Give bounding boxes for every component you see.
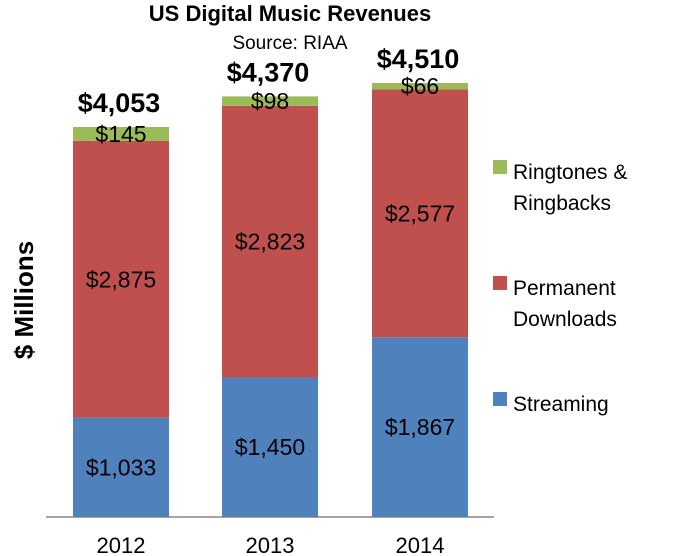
total-label-2012: $4,053 [78, 88, 161, 118]
legend-label-ringtones: Ringtones & [513, 161, 627, 184]
x-tick-2014: 2014 [396, 533, 445, 556]
bar-2014-downloads [372, 89, 468, 338]
bars-group [73, 83, 468, 517]
bar-2014-streaming [372, 337, 468, 517]
legend-label-downloads: Downloads [513, 308, 617, 331]
bar-2013-ringtones [222, 96, 318, 106]
x-tick-2013: 2013 [246, 533, 295, 556]
chart-title: US Digital Music Revenues [149, 1, 431, 26]
bar-2014-ringtones [372, 83, 468, 90]
data-label-2014-ringtones: $66 [401, 73, 439, 99]
data-label-2012-downloads: $2,875 [86, 266, 156, 292]
legend: Ringtones & Ringbacks Permanent Downloads St… [493, 160, 627, 416]
legend-swatch-ringtones [493, 160, 507, 174]
bar-2013-downloads [222, 105, 318, 378]
legend-label-downloads: Permanent [513, 277, 616, 300]
data-label-2013-downloads: $2,823 [235, 229, 305, 255]
x-tick-2012: 2012 [97, 533, 146, 556]
bar-2013-streaming [222, 377, 318, 517]
total-label-2013: $4,370 [227, 57, 310, 87]
labels-group: $1,033 $2,875 $145 $4,053 2012 $1,450 $2,823 $9… [78, 44, 460, 556]
legend-label-streaming: Streaming [513, 393, 609, 416]
data-label-2013-ringtones: $98 [251, 88, 289, 114]
bar-2012-ringtones [73, 127, 169, 141]
bar-2012-downloads [73, 140, 169, 418]
data-label-2012-ringtones: $145 [95, 121, 146, 147]
data-label-2014-downloads: $2,577 [385, 200, 455, 226]
chart-subtitle: Source: RIAA [232, 33, 347, 54]
data-label-2014-streaming: $1,867 [385, 414, 455, 440]
data-label-2012-streaming: $1,033 [86, 454, 156, 480]
bar-2012-streaming [73, 417, 169, 517]
legend-swatch-streaming [493, 392, 507, 406]
y-axis-label: $ Millions [9, 241, 39, 359]
data-label-2013-streaming: $1,450 [235, 434, 305, 460]
legend-swatch-downloads [493, 276, 507, 290]
total-label-2014: $4,510 [377, 44, 460, 74]
legend-label-ringtones: Ringbacks [513, 192, 611, 215]
